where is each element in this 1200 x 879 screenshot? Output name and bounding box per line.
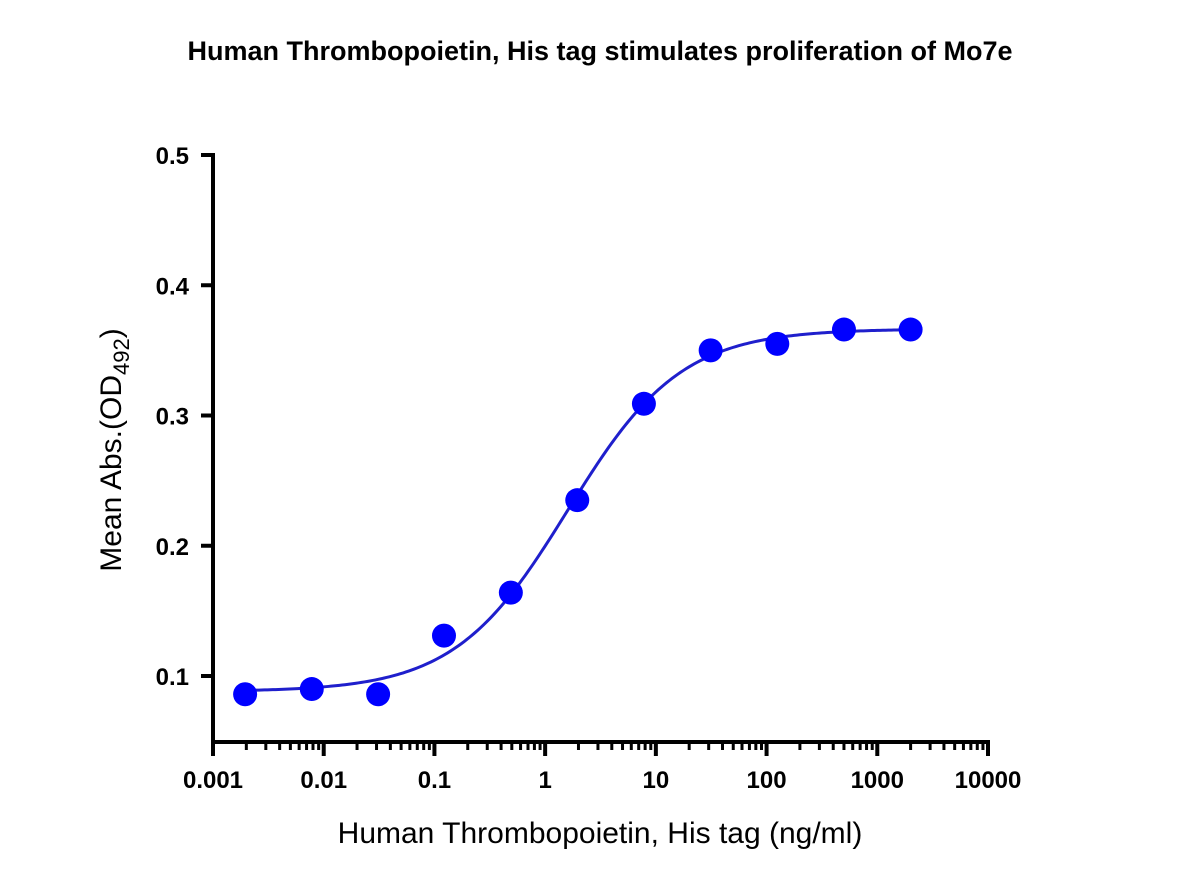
data-point <box>765 331 790 356</box>
y-axis-title: Mean Abs.(OD492) <box>95 328 134 571</box>
data-point <box>898 317 923 342</box>
x-axis-title: Human Thrombopoietin, His tag (ng/ml) <box>338 817 863 850</box>
data-point <box>366 682 391 707</box>
x-tick-label: 100 <box>747 767 787 794</box>
data-points-layer <box>233 317 923 707</box>
y-tick-label: 0.2 <box>156 534 189 561</box>
x-tick-label: 1000 <box>851 767 904 794</box>
x-tick-label: 0.001 <box>183 767 243 794</box>
data-point <box>698 338 723 363</box>
y-tick-labels: 0.1 0.2 0.3 0.4 0.5 <box>156 143 190 691</box>
y-axis-title-subscript: 492 <box>109 338 134 375</box>
y-axis-title-close: ) <box>95 328 128 338</box>
y-tick-label: 0.4 <box>156 273 190 300</box>
data-point <box>631 391 656 416</box>
x-tick-labels: 0.001 0.01 0.1 1 10 100 1000 10000 <box>183 767 1021 794</box>
x-tick-label: 10 <box>643 767 670 794</box>
y-axis-title-main: Mean Abs.(OD <box>95 375 128 572</box>
chart-title: Human Thrombopoietin, His tag stimulates… <box>187 36 1013 66</box>
data-point <box>831 317 856 342</box>
x-tick-label: 1 <box>538 767 551 794</box>
x-tick-label: 0.1 <box>418 767 451 794</box>
y-tick-label: 0.5 <box>156 143 189 170</box>
data-point <box>431 623 456 648</box>
y-tick-label: 0.3 <box>156 404 189 431</box>
data-point <box>299 677 324 702</box>
axes <box>201 153 990 756</box>
x-tick-label: 0.01 <box>300 767 347 794</box>
data-point <box>565 488 590 513</box>
data-point <box>233 682 258 707</box>
y-tick-label: 0.1 <box>156 664 189 691</box>
data-point <box>498 580 523 605</box>
x-tick-label: 10000 <box>955 767 1022 794</box>
